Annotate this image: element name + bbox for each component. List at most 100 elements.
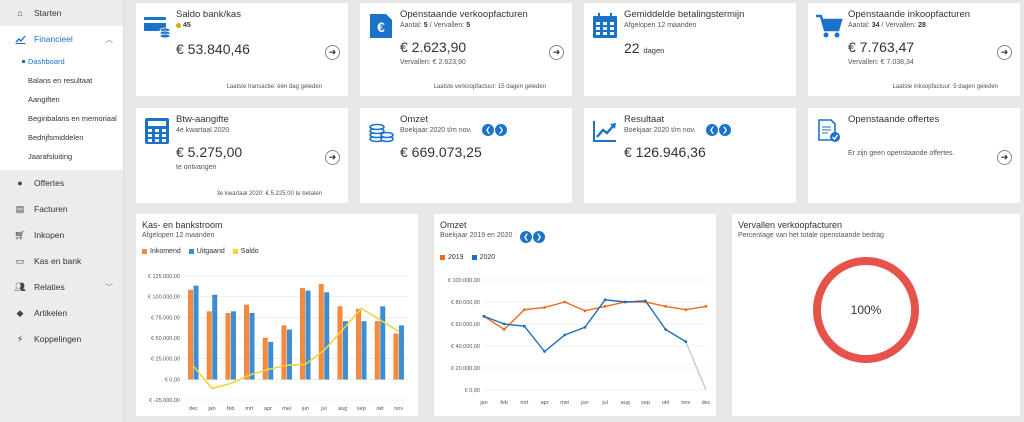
card-sub: Aantal: 5 / Vervallen: 5 xyxy=(400,22,471,29)
chevron-left-icon[interactable]: ❮ xyxy=(520,231,532,243)
point-saldo[interactable] xyxy=(397,330,400,333)
chevron-left-icon[interactable]: ❮ xyxy=(706,124,718,136)
bar-uitgaand[interactable] xyxy=(361,321,367,380)
bar-uitgaand[interactable] xyxy=(342,321,348,380)
y-tick-label: € 0,00 xyxy=(465,388,480,394)
bar-uitgaand[interactable] xyxy=(249,312,255,380)
bar-uitgaand[interactable] xyxy=(230,311,236,380)
bar-inkomend[interactable] xyxy=(318,284,324,380)
point-saldo[interactable] xyxy=(323,349,325,352)
point-2020[interactable] xyxy=(644,299,647,303)
bar-inkomend[interactable] xyxy=(262,337,268,380)
point-2020[interactable] xyxy=(543,350,546,353)
bar-uitgaand[interactable] xyxy=(193,285,199,380)
point-saldo[interactable] xyxy=(192,365,195,367)
bar-inkomend[interactable] xyxy=(374,321,380,380)
sub-balans[interactable]: Balans en resultaat xyxy=(28,76,93,85)
bar-inkomend[interactable] xyxy=(225,312,231,380)
sub-bedrijfsmiddelen[interactable]: Bedrijfsmiddelen xyxy=(28,133,84,142)
nav-inkopen[interactable]: 🛒︎ Inkopen xyxy=(0,222,123,248)
period-nav: ❮ ❯ xyxy=(706,124,731,136)
chevron-right-icon[interactable]: ❯ xyxy=(495,124,507,136)
nav-financieel[interactable]: Financieel ︿ xyxy=(0,26,123,52)
bar-inkomend[interactable] xyxy=(281,325,287,380)
legend-item[interactable]: Inkomend xyxy=(142,248,181,255)
bar-uitgaand[interactable] xyxy=(305,290,311,380)
chevron-right-icon[interactable]: ❯ xyxy=(533,231,545,243)
point-2020[interactable] xyxy=(664,328,668,331)
point-2019[interactable] xyxy=(543,306,546,309)
nav-offertes[interactable]: ● Offertes xyxy=(0,170,123,196)
legend-item[interactable]: 2019 xyxy=(440,254,464,261)
bar-uitgaand[interactable] xyxy=(268,341,274,380)
card-sub: Boekjaar 2020 t/m nov. xyxy=(624,127,696,134)
nav-relaties[interactable]: 👥︎ Relaties ﹀ xyxy=(0,274,123,300)
arrow-right-icon[interactable]: ➜ xyxy=(325,45,340,60)
nav-artikelen[interactable]: ◆ Artikelen xyxy=(0,300,123,326)
bar-inkomend[interactable] xyxy=(244,304,250,380)
point-2019[interactable] xyxy=(522,308,526,312)
nav-koppelingen[interactable]: ⚡︎ Koppelingen xyxy=(0,326,123,352)
point-saldo[interactable] xyxy=(211,387,213,390)
cart-icon xyxy=(814,11,844,41)
chevron-down-icon[interactable]: ﹀ xyxy=(105,282,113,292)
nav-kas-en-bank[interactable]: ▭ Kas en bank xyxy=(0,248,123,274)
legend-item[interactable]: Uitgaand xyxy=(188,248,225,255)
bar-inkomend[interactable] xyxy=(337,306,343,380)
chevron-left-icon[interactable]: ❮ xyxy=(482,124,494,136)
point-2020[interactable] xyxy=(563,333,567,337)
sub-aangiften[interactable]: Aangiften xyxy=(28,95,60,104)
nav-label: Kas en bank xyxy=(34,256,82,266)
bar-uitgaand[interactable] xyxy=(212,294,218,380)
x-tick-label: apr xyxy=(541,400,549,406)
point-2019[interactable] xyxy=(603,305,607,308)
point-2019[interactable] xyxy=(583,309,587,313)
donut-ring[interactable] xyxy=(813,257,919,363)
point-saldo[interactable] xyxy=(229,382,232,385)
arrow-right-icon[interactable]: ➜ xyxy=(549,45,564,60)
point-2019[interactable] xyxy=(704,305,708,308)
point-2020[interactable] xyxy=(583,325,587,329)
arrow-right-icon[interactable]: ➜ xyxy=(997,150,1012,165)
nav-facturen[interactable]: ▤ Facturen xyxy=(0,196,123,222)
sub-dashboard[interactable]: Dashboard xyxy=(0,52,123,71)
point-saldo[interactable] xyxy=(248,374,251,376)
bar-uitgaand[interactable] xyxy=(324,292,330,380)
point-saldo[interactable] xyxy=(341,328,344,331)
arrow-right-icon[interactable]: ➜ xyxy=(325,150,340,165)
point-saldo[interactable] xyxy=(267,368,269,371)
bar-uitgaand[interactable] xyxy=(398,325,404,380)
point-2019[interactable] xyxy=(502,328,506,331)
sub-beginbalans[interactable]: Beginbalans en memoriaal xyxy=(28,114,117,123)
point-2020[interactable] xyxy=(482,314,486,318)
point-saldo[interactable] xyxy=(304,363,307,366)
bar-inkomend[interactable] xyxy=(206,311,212,380)
point-saldo[interactable] xyxy=(285,364,288,367)
arrow-right-icon[interactable]: ➜ xyxy=(997,45,1012,60)
bar-inkomend[interactable] xyxy=(300,288,306,380)
y-tick-label: € 80.000,00 xyxy=(451,300,480,306)
point-2020[interactable] xyxy=(522,324,526,328)
point-saldo[interactable] xyxy=(379,319,381,321)
bar-inkomend[interactable] xyxy=(356,308,362,380)
point-saldo[interactable] xyxy=(360,307,363,310)
point-2020[interactable] xyxy=(684,340,688,343)
nav-starten[interactable]: ⌂ Starten xyxy=(0,0,123,26)
point-2019[interactable] xyxy=(563,300,567,304)
point-2020[interactable] xyxy=(502,322,506,326)
bar-inkomend[interactable] xyxy=(188,289,194,380)
point-2019[interactable] xyxy=(684,308,688,312)
legend-item[interactable]: 2020 xyxy=(471,254,495,261)
chevron-right-icon[interactable]: ❯ xyxy=(719,124,731,136)
card-amount: € 126.946,36 xyxy=(624,144,706,160)
point-2020[interactable] xyxy=(623,300,627,304)
document-check-icon xyxy=(814,116,844,146)
bar-uitgaand[interactable] xyxy=(286,329,292,380)
point-2019[interactable] xyxy=(664,305,668,308)
sub-jaarafsluiting[interactable]: Jaarafsluiting xyxy=(28,152,73,161)
bar-uitgaand[interactable] xyxy=(380,306,386,380)
bar-inkomend[interactable] xyxy=(393,333,399,380)
point-2020[interactable] xyxy=(603,298,607,302)
legend-item[interactable]: Saldo xyxy=(232,248,259,255)
chevron-up-icon[interactable]: ︿ xyxy=(105,34,113,44)
